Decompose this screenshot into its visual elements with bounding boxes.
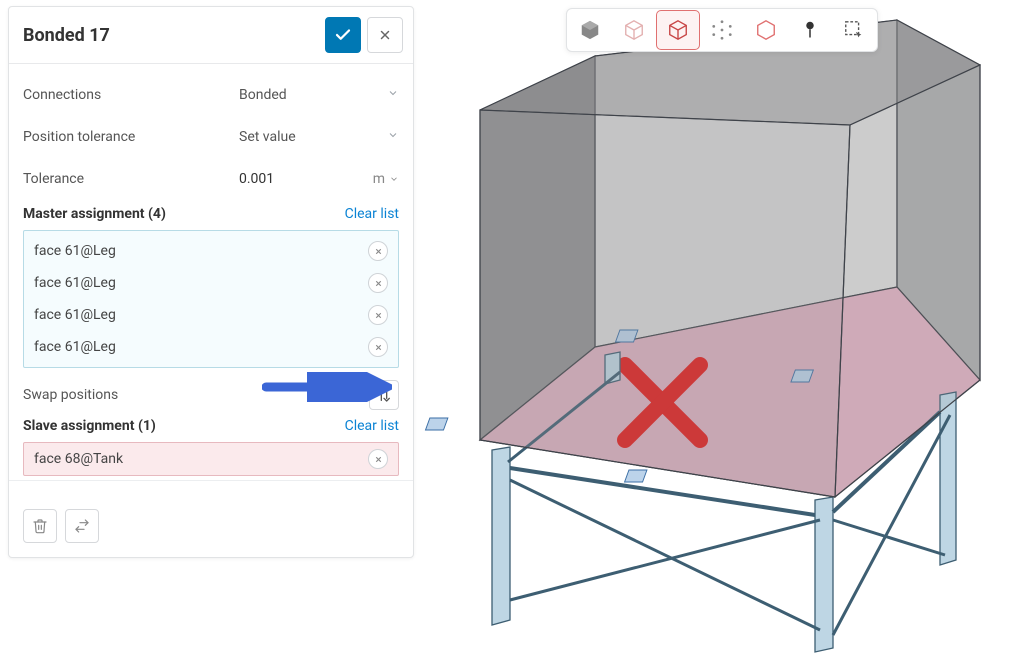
list-item-label: face 68@Tank [34,451,123,467]
view-mode-transparent-button[interactable] [613,11,655,49]
swap-positions-row: Swap positions [23,380,399,410]
view-mode-points-button[interactable] [701,11,743,49]
cube-front-right-wall [835,65,980,497]
slave-clear-list-link[interactable]: Clear list [345,418,399,434]
panel-title: Bonded 17 [23,25,110,46]
swap-positions-label: Swap positions [23,387,118,403]
x-icon [374,311,383,320]
master-assignment-title: Master assignment [23,206,145,222]
remove-item-button[interactable] [368,305,388,325]
tolerance-row: Tolerance 0.001 m [23,158,399,200]
x-icon [374,279,383,288]
list-item[interactable]: face 68@Tank [24,443,398,475]
slave-assignment-list: face 68@Tank [23,442,399,476]
tolerance-input[interactable]: 0.001 m [239,165,399,193]
tolerance-value: 0.001 [239,171,274,187]
remove-item-button[interactable] [368,337,388,357]
cube-wireframe-icon [667,19,689,41]
list-item-label: face 61@Leg [34,339,116,355]
view-mode-outline-button[interactable] [745,11,787,49]
check-icon [334,26,352,44]
slave-assignment-header: Slave assignment (1) Clear list [23,418,399,434]
remove-item-button[interactable] [368,241,388,261]
list-item[interactable]: face 61@Leg [24,267,398,299]
cube-points-icon [711,19,733,41]
slave-assignment-title: Slave assignment [23,418,134,434]
scene-3d [420,0,1024,664]
leg-pad-icon [625,470,647,482]
chevron-down-icon [387,129,399,145]
close-icon [378,28,392,42]
view-pin-button[interactable] [789,11,831,49]
confirm-button[interactable] [325,17,361,53]
view-mode-wireframe-button[interactable] [657,11,699,49]
view-toolbar [566,8,878,52]
delete-button[interactable] [23,509,57,543]
remove-item-button[interactable] [368,273,388,293]
view-mode-solid-button[interactable] [569,11,611,49]
swap-horizontal-button[interactable] [65,509,99,543]
position-tolerance-dropdown[interactable]: Set value [239,125,399,149]
close-button[interactable] [367,17,403,53]
swap-horizontal-icon [74,518,90,534]
x-icon [374,247,383,256]
connections-dropdown[interactable]: Bonded [239,83,399,107]
panel-header-actions [325,17,403,53]
tolerance-label: Tolerance [23,171,84,187]
list-item-label: face 61@Leg [34,307,116,323]
chevron-down-icon [387,87,399,103]
cube-front-wall [480,110,850,497]
x-icon [374,343,383,352]
trash-icon [32,518,48,534]
cube-solid-icon [579,19,601,41]
master-assignment-header: Master assignment (4) Clear list [23,206,399,222]
list-item[interactable]: face 61@Leg [24,331,398,363]
pin-icon [801,19,819,41]
master-assignment-count: (4) [148,206,166,222]
master-clear-list-link[interactable]: Clear list [345,206,399,222]
panel-footer [9,499,413,557]
position-tolerance-label: Position tolerance [23,129,135,145]
list-item[interactable]: face 61@Leg [24,299,398,331]
connections-label: Connections [23,87,101,103]
slave-assignment-count: (1) [138,418,156,434]
viewport-3d[interactable] [420,0,1024,664]
selection-box-icon [843,19,865,41]
chevron-down-icon [389,174,399,184]
connections-value: Bonded [239,87,287,103]
position-tolerance-value: Set value [239,129,296,145]
master-assignment-list: face 61@Leg face 61@Leg face 61@Leg face… [23,230,399,368]
x-icon [374,455,383,464]
list-item[interactable]: face 61@Leg [24,235,398,267]
leg-pad-icon [425,418,447,430]
position-tolerance-row: Position tolerance Set value [23,116,399,158]
remove-item-button[interactable] [368,449,388,469]
swap-positions-button[interactable] [369,380,399,410]
separator [9,480,413,481]
list-item-label: face 61@Leg [34,243,116,259]
tolerance-unit-dropdown[interactable]: m [373,171,399,187]
properties-panel: Bonded 17 Connections Bonded Position to… [8,6,414,558]
cube-outline-icon [755,19,777,41]
panel-body: Connections Bonded Position tolerance Se… [9,64,413,499]
panel-header: Bonded 17 [9,7,413,64]
view-select-button[interactable] [833,11,875,49]
connections-row: Connections Bonded [23,74,399,116]
cube-transparent-icon [623,19,645,41]
swap-vertical-icon [376,387,392,403]
list-item-label: face 61@Leg [34,275,116,291]
